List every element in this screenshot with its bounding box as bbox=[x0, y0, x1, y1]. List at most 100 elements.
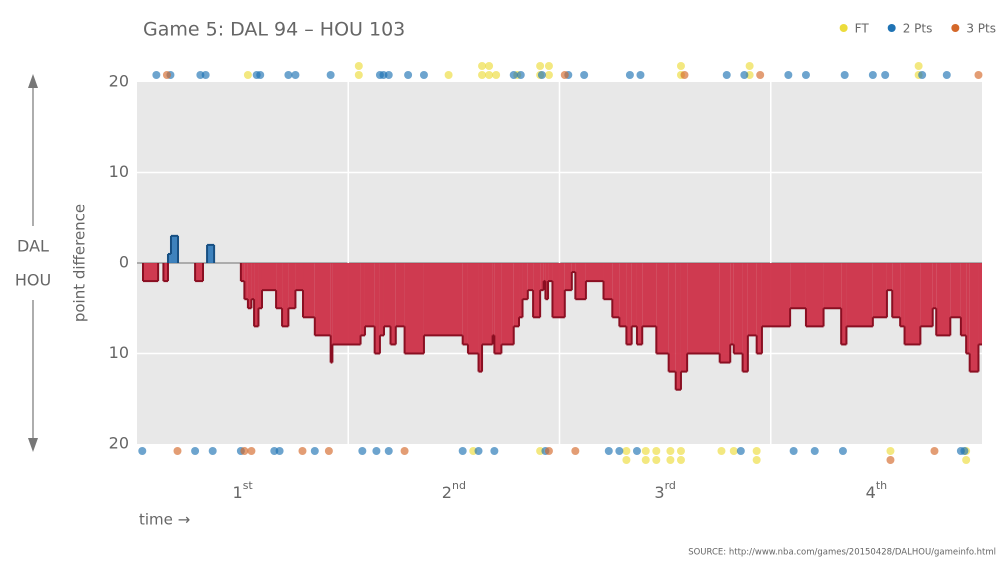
step-area bbox=[978, 263, 982, 345]
score-dot bbox=[243, 71, 252, 79]
step-area bbox=[920, 263, 933, 327]
step-area bbox=[636, 263, 643, 345]
score-dot bbox=[752, 456, 761, 464]
score-dot bbox=[419, 71, 428, 79]
legend-marker bbox=[839, 24, 848, 32]
score-dot bbox=[914, 62, 923, 70]
step-area bbox=[719, 263, 731, 363]
score-dot bbox=[310, 447, 319, 455]
score-dot bbox=[544, 447, 553, 455]
score-dot bbox=[536, 62, 545, 70]
step-area bbox=[668, 263, 676, 372]
step-area bbox=[969, 263, 979, 372]
step-area bbox=[548, 263, 553, 282]
step-area bbox=[314, 263, 331, 336]
score-dot bbox=[152, 71, 161, 79]
step-area bbox=[585, 263, 604, 282]
step-area bbox=[522, 263, 528, 300]
step-area bbox=[404, 263, 424, 354]
legend-label: 3 Pts bbox=[966, 22, 996, 36]
step-area bbox=[295, 263, 304, 291]
step-area bbox=[332, 263, 361, 345]
score-dot bbox=[284, 71, 293, 79]
step-area bbox=[195, 263, 204, 282]
score-dot bbox=[544, 71, 553, 79]
y-axis-label: point difference bbox=[71, 204, 89, 322]
step-area bbox=[513, 263, 520, 327]
step-area bbox=[170, 235, 179, 263]
step-area bbox=[966, 263, 970, 354]
score-dot bbox=[740, 71, 749, 79]
step-area bbox=[900, 263, 905, 327]
step-area bbox=[575, 263, 586, 300]
score-dot bbox=[736, 447, 745, 455]
score-dot bbox=[173, 447, 182, 455]
step-area bbox=[733, 263, 743, 354]
x-tick-label: 1st bbox=[233, 479, 254, 502]
step-area bbox=[756, 263, 762, 354]
score-dot bbox=[444, 71, 453, 79]
chart-title: Game 5: DAL 94 – HOU 103 bbox=[143, 19, 405, 41]
score-dot bbox=[291, 71, 300, 79]
lower-label: HOU bbox=[15, 271, 51, 290]
legend-label: FT bbox=[855, 22, 870, 36]
step-area bbox=[872, 263, 887, 318]
step-area bbox=[276, 263, 283, 309]
step-area bbox=[247, 263, 252, 309]
score-dot bbox=[478, 62, 487, 70]
y-tick-label: 10 bbox=[109, 162, 129, 181]
score-dot bbox=[485, 71, 494, 79]
down-arrow-head bbox=[28, 438, 38, 452]
step-area bbox=[543, 263, 546, 282]
step-area bbox=[462, 263, 468, 345]
score-dot bbox=[474, 447, 483, 455]
step-area bbox=[904, 263, 921, 345]
step-area bbox=[656, 263, 669, 354]
score-dot bbox=[622, 447, 631, 455]
step-area bbox=[846, 263, 873, 327]
score-dot bbox=[838, 447, 847, 455]
step-area bbox=[730, 263, 734, 345]
step-area bbox=[360, 263, 365, 336]
step-area bbox=[805, 263, 824, 327]
score-dot bbox=[354, 62, 363, 70]
score-dot bbox=[810, 447, 819, 455]
score-dot bbox=[490, 447, 499, 455]
score-dot bbox=[886, 447, 895, 455]
score-dot bbox=[641, 447, 650, 455]
score-dot bbox=[537, 71, 546, 79]
legend-marker bbox=[951, 24, 960, 32]
step-area bbox=[167, 253, 171, 263]
step-area bbox=[680, 263, 688, 372]
step-area bbox=[383, 263, 391, 327]
score-dot bbox=[868, 71, 877, 79]
score-dot bbox=[509, 71, 518, 79]
step-area bbox=[467, 263, 479, 354]
step-area bbox=[936, 263, 951, 336]
step-area bbox=[790, 263, 806, 309]
score-dot bbox=[478, 71, 487, 79]
score-dot bbox=[752, 447, 761, 455]
score-dot bbox=[625, 71, 634, 79]
score-dot bbox=[615, 447, 624, 455]
up-arrow-head bbox=[28, 74, 38, 88]
y-tick-label: 20 bbox=[109, 72, 129, 91]
score-dot bbox=[962, 456, 971, 464]
score-dot bbox=[384, 71, 393, 79]
score-dot bbox=[492, 71, 501, 79]
score-dot bbox=[960, 447, 969, 455]
step-area bbox=[642, 263, 657, 327]
score-dot bbox=[676, 62, 685, 70]
step-area bbox=[687, 263, 720, 354]
step-area bbox=[540, 263, 544, 291]
step-area bbox=[258, 263, 262, 309]
score-dot bbox=[722, 71, 731, 79]
score-dot bbox=[676, 456, 685, 464]
step-area bbox=[619, 263, 627, 327]
step-area bbox=[545, 263, 549, 300]
score-dot bbox=[918, 71, 927, 79]
score-dot bbox=[641, 456, 650, 464]
step-area bbox=[886, 263, 893, 291]
step-area bbox=[742, 263, 748, 372]
